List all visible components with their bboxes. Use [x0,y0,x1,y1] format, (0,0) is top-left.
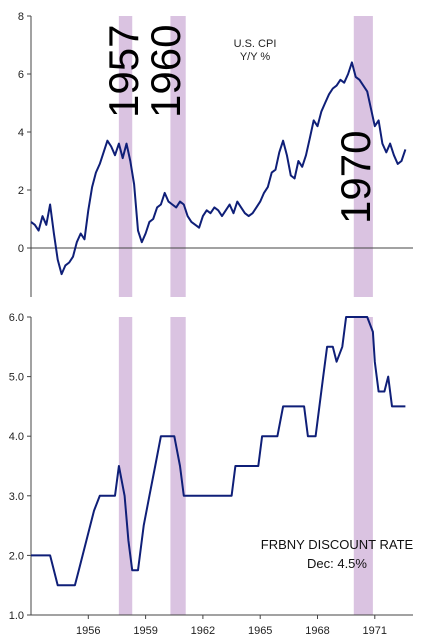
recession-label-1970: 1970 [332,131,379,224]
rate-xtick-label: 1959 [133,625,157,637]
discount-rate-series-line [31,316,406,587]
rate-ytick-label: 1.0 [9,610,24,622]
rate-xtick-label: 1971 [363,625,387,637]
cpi-ytick-label: 6 [18,69,24,81]
discount-rate-title: FRBNY DISCOUNT RATE [261,537,414,552]
discount-rate-subtitle: Dec: 4.5% [307,556,367,571]
recession-band-3 [353,317,373,615]
rate-ytick-label: 6.0 [9,312,24,324]
rate-ytick-label: 5.0 [9,372,24,384]
cpi-ytick-label: 4 [18,127,24,139]
recession-label-1957: 1957 [100,25,147,118]
cpi-title-line2: Y/Y % [240,51,271,63]
cpi-series-line [30,61,407,276]
recession-band-1 [118,16,133,297]
rate-ytick-label: 2.0 [9,550,24,562]
rate-ytick-label: 3.0 [9,491,24,503]
discount-rate-panel: 1.0 2.0 3.0 4.0 5.0 6.0 1956 1959 1962 1965 1968 19… [9,312,414,637]
recession-band-1 [118,317,133,615]
rate-ytick-label: 4.0 [9,431,24,443]
rate-xtick-label: 1968 [305,625,329,637]
rate-xtick-label: 1956 [76,625,100,637]
recession-label-1960: 1960 [142,25,189,118]
cpi-ytick-label: 0 [18,243,24,255]
cpi-ytick-label: 2 [18,185,24,197]
rate-xtick-label: 1962 [191,625,215,637]
cpi-panel: 0 2 4 6 8 U.S. CPI Y/Y % 1957 1960 1970 [18,11,413,297]
recession-band-2 [170,317,186,615]
recession-band-2 [170,16,186,297]
cpi-title-line1: U.S. CPI [234,38,277,50]
cpi-ytick-label: 8 [18,11,24,23]
rate-xtick-label: 1965 [248,625,272,637]
recession-band-3 [353,16,373,297]
